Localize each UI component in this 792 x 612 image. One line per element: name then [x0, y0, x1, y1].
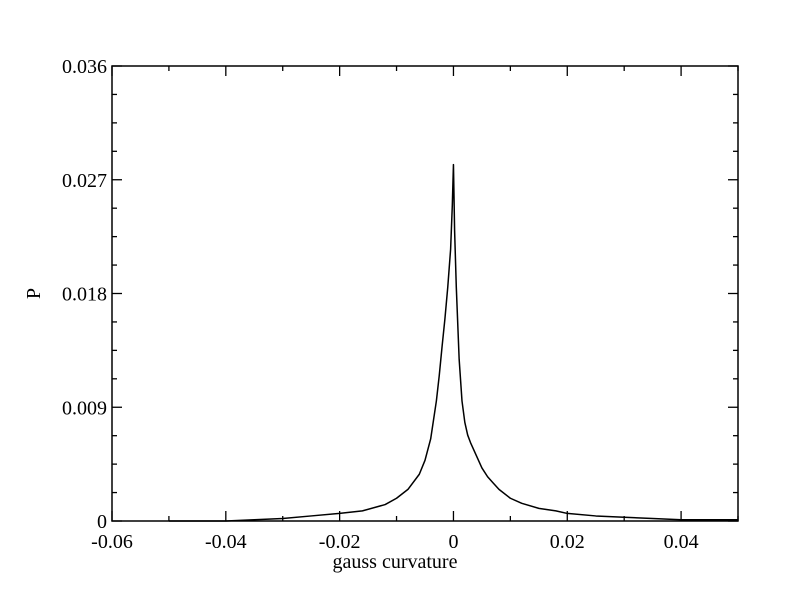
- y-tick-label: 0.036: [62, 56, 107, 78]
- x-tick-label: -0.04: [205, 531, 247, 553]
- plot-frame: [111, 65, 739, 522]
- axis-tick-labels: -0.06 -0.04 -0.02 0 0.02 0.04 0 0.009 0.018 0.027…: [62, 56, 699, 553]
- y-axis-label: P: [23, 288, 45, 299]
- x-tick-label: -0.06: [91, 531, 133, 553]
- series-line: [168, 163, 738, 522]
- x-tick-label: -0.02: [319, 531, 361, 553]
- axis-ticks: [111, 65, 739, 522]
- y-tick-label: 0.027: [62, 170, 107, 192]
- y-tick-label: 0: [97, 511, 107, 533]
- y-tick-label: 0.009: [62, 397, 107, 419]
- x-tick-label: 0.04: [664, 531, 699, 553]
- data-series: [168, 163, 738, 522]
- x-tick-label: 0.02: [550, 531, 585, 553]
- x-tick-label: 0: [448, 531, 458, 553]
- x-axis-label: gauss curvature: [333, 551, 458, 573]
- y-tick-label: 0.018: [62, 284, 107, 306]
